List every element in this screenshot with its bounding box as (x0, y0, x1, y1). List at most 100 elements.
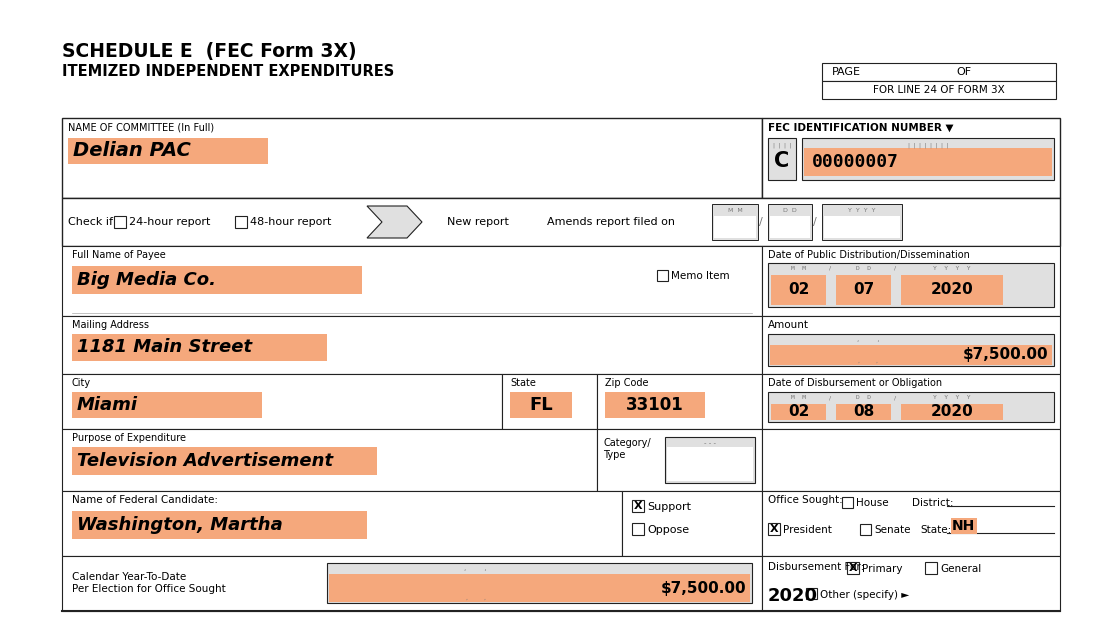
Text: Support: Support (647, 502, 691, 512)
Text: State: State (510, 378, 535, 388)
Text: NH: NH (952, 519, 976, 533)
Text: /: / (829, 395, 831, 400)
Bar (768, 392, 1054, 422)
Text: 2020: 2020 (931, 282, 973, 297)
Text: General: General (940, 564, 981, 574)
Text: 2020: 2020 (768, 587, 818, 605)
Bar (712, 204, 758, 240)
Text: 2020: 2020 (931, 404, 973, 419)
Text: $7,500.00: $7,500.00 (962, 347, 1048, 363)
Text: Miami: Miami (77, 396, 138, 414)
Text: X: X (769, 524, 778, 534)
Text: $7,500.00: $7,500.00 (661, 581, 746, 595)
Bar (329, 574, 750, 602)
Text: ,        ,: , , (858, 359, 878, 364)
Text: X: X (634, 501, 642, 511)
Text: House: House (856, 498, 888, 508)
Bar (762, 118, 1060, 198)
Bar (235, 216, 248, 228)
Bar (72, 447, 377, 475)
Bar (510, 392, 572, 418)
Bar (806, 588, 816, 599)
Text: Date of Public Distribution/Dissemination: Date of Public Distribution/Disseminatio… (768, 250, 970, 260)
Bar (771, 404, 825, 420)
Bar (62, 316, 762, 374)
Bar (762, 374, 1060, 429)
Bar (72, 392, 262, 418)
Text: Disbursement For:: Disbursement For: (768, 562, 865, 572)
Bar (762, 246, 1060, 316)
Bar (327, 563, 752, 603)
Text: Date of Disbursement or Obligation: Date of Disbursement or Obligation (768, 378, 942, 388)
Text: Mailing Address: Mailing Address (72, 320, 149, 330)
Bar (622, 491, 762, 556)
Bar (842, 497, 853, 508)
Text: Senate: Senate (874, 525, 911, 535)
Bar (804, 148, 1052, 176)
Bar (62, 198, 1060, 246)
Bar (771, 216, 810, 238)
Text: New report: New report (447, 217, 508, 227)
Bar (632, 500, 644, 512)
Text: District:: District: (912, 498, 953, 508)
Bar (605, 392, 704, 418)
Text: Oppose: Oppose (647, 525, 689, 535)
Bar (597, 374, 762, 429)
Text: PAGE: PAGE (832, 67, 861, 77)
Text: Full Name of Payee: Full Name of Payee (72, 250, 166, 260)
Text: Category/
Type: Category/ Type (603, 438, 651, 460)
Text: 1181 Main Street: 1181 Main Street (77, 338, 252, 357)
Bar (68, 138, 268, 164)
Text: 00000007: 00000007 (812, 153, 899, 171)
Text: City: City (72, 378, 91, 388)
Text: - - -: - - - (704, 440, 716, 446)
Bar (502, 374, 597, 429)
Bar (715, 216, 756, 238)
Bar (802, 138, 1054, 180)
Text: /: / (894, 266, 896, 271)
Bar (822, 63, 1056, 81)
Text: OF: OF (956, 67, 971, 77)
Text: Name of Federal Candidate:: Name of Federal Candidate: (72, 495, 218, 505)
Text: Big Media Co.: Big Media Co. (77, 271, 216, 289)
Text: Y  Y  Y  Y: Y Y Y Y (848, 209, 876, 214)
Text: ,        ,: , , (466, 595, 486, 600)
Bar (900, 275, 1004, 305)
Bar (847, 562, 859, 574)
Bar (762, 316, 1060, 374)
Bar (762, 556, 1060, 611)
Text: 07: 07 (852, 282, 874, 297)
Text: 08: 08 (852, 404, 874, 419)
Bar (836, 275, 892, 305)
Bar (768, 204, 812, 240)
Text: D  D: D D (856, 395, 871, 400)
Bar (62, 491, 622, 556)
Bar (768, 138, 796, 180)
Text: 02: 02 (787, 282, 809, 297)
Bar (62, 374, 502, 429)
Text: State:: State: (920, 525, 951, 535)
Text: Amends report filed on: Amends report filed on (547, 217, 675, 227)
Bar (114, 216, 125, 228)
Text: ,        ,: , , (465, 565, 487, 571)
Bar (657, 270, 668, 281)
Text: /: / (894, 395, 896, 400)
Text: Office Sought:: Office Sought: (768, 495, 842, 505)
Bar (62, 118, 762, 198)
Bar (925, 562, 937, 574)
Bar (62, 246, 762, 316)
Text: Other (specify) ►: Other (specify) ► (820, 590, 909, 600)
Text: 24-hour report: 24-hour report (129, 217, 211, 227)
Text: Television Advertisement: Television Advertisement (77, 452, 333, 470)
Bar (768, 523, 780, 535)
Bar (824, 216, 900, 238)
Text: X: X (849, 563, 857, 573)
Text: M  M: M M (791, 266, 806, 271)
Text: Calendar Year-To-Date
Per Election for Office Sought: Calendar Year-To-Date Per Election for O… (72, 572, 226, 593)
Text: SCHEDULE E  (FEC Form 3X): SCHEDULE E (FEC Form 3X) (62, 43, 356, 62)
Bar (860, 524, 871, 535)
Text: Y  Y  Y  Y: Y Y Y Y (933, 266, 971, 271)
Text: /: / (813, 217, 816, 227)
Text: ,        ,: , , (857, 336, 879, 342)
Text: /: / (759, 217, 763, 227)
